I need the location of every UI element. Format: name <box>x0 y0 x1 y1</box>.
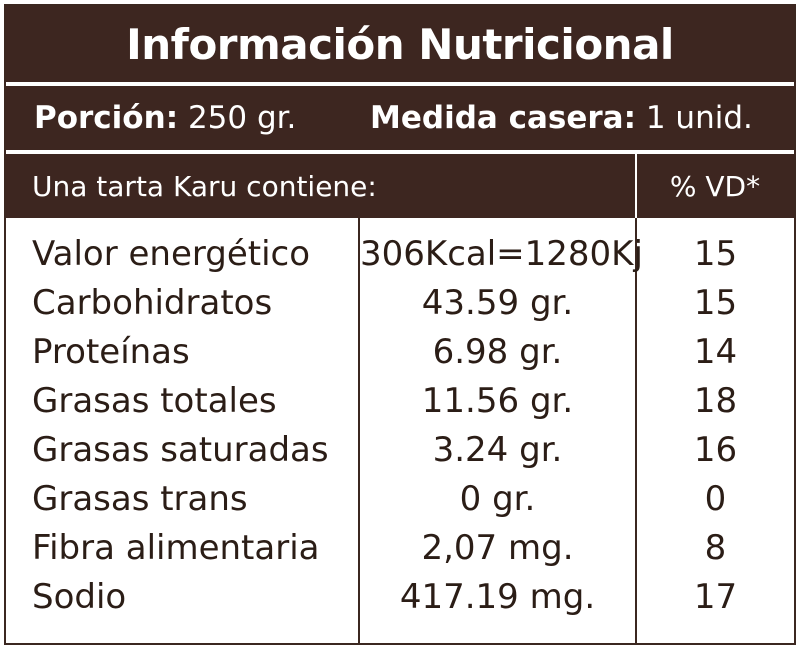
serving-band: Porción: 250 gr. Medida casera: 1 unid. <box>6 86 794 150</box>
column-divider-vd <box>635 218 637 643</box>
nutrient-daily-value: 15 <box>693 283 738 323</box>
nutrient-name: Carbohidratos <box>32 283 273 323</box>
table-row: Proteínas 6.98 gr. 14 <box>6 328 794 377</box>
table-row: Grasas trans 0 gr. 0 <box>6 475 794 524</box>
table-row: Carbohidratos 43.59 gr. 15 <box>6 279 794 328</box>
household-measure-label: Medida casera <box>370 100 624 136</box>
table-row: Valor energético 306Kcal=1280Kj 15 <box>6 230 794 279</box>
nutrient-daily-value: 16 <box>693 430 738 470</box>
nutrient-daily-value: 8 <box>704 528 727 568</box>
serving-size-value: 250 gr. <box>187 100 297 136</box>
column-divider-amount <box>358 218 360 643</box>
table-row: Grasas saturadas 3.24 gr. 16 <box>6 426 794 475</box>
nutrient-daily-value: 15 <box>693 234 738 274</box>
table-row: Sodio 417.19 mg. 17 <box>6 573 794 622</box>
table-row: Grasas totales 11.56 gr. 18 <box>6 377 794 426</box>
nutrient-daily-value: 18 <box>693 381 738 421</box>
nutrient-name: Grasas totales <box>32 381 277 421</box>
column-header-band: Una tarta Karu contiene: % VD* <box>6 154 794 218</box>
household-measure: Medida casera: 1 unid. <box>370 100 753 136</box>
nutrient-amount: 417.19 mg. <box>399 577 596 617</box>
nutrient-amount: 306Kcal=1280Kj <box>360 234 643 274</box>
nutrient-name: Grasas trans <box>32 479 248 519</box>
nutrient-name: Fibra alimentaria <box>32 528 320 568</box>
contents-header: Una tarta Karu contiene: <box>32 170 377 203</box>
nutrition-facts-table: Información Nutricional Porción: 250 gr.… <box>4 4 796 645</box>
nutrient-name: Valor energético <box>32 234 311 274</box>
table-title: Información Nutricional <box>126 19 674 69</box>
header-divider <box>635 154 637 218</box>
nutrient-daily-value: 0 <box>704 479 727 519</box>
nutrient-amount: 6.98 gr. <box>432 332 563 372</box>
nutrient-daily-value: 17 <box>693 577 738 617</box>
nutrient-amount: 11.56 gr. <box>421 381 574 421</box>
title-band: Información Nutricional <box>6 6 794 82</box>
serving-size-label: Porción <box>34 100 166 136</box>
serving-size: Porción: 250 gr. <box>34 100 297 136</box>
nutrient-rows: Valor energético 306Kcal=1280Kj 15 Carbo… <box>6 230 794 622</box>
table-row: Fibra alimentaria 2,07 mg. 8 <box>6 524 794 573</box>
nutrient-daily-value: 14 <box>693 332 738 372</box>
nutrient-amount: 2,07 mg. <box>421 528 574 568</box>
daily-value-header: % VD* <box>669 170 761 203</box>
nutrient-amount: 43.59 gr. <box>421 283 574 323</box>
nutrient-amount: 3.24 gr. <box>432 430 563 470</box>
nutrient-amount: 0 gr. <box>459 479 536 519</box>
nutrient-name: Grasas saturadas <box>32 430 329 470</box>
household-measure-value: 1 unid. <box>645 100 753 136</box>
nutrient-name: Sodio <box>32 577 127 617</box>
nutrient-name: Proteínas <box>32 332 190 372</box>
